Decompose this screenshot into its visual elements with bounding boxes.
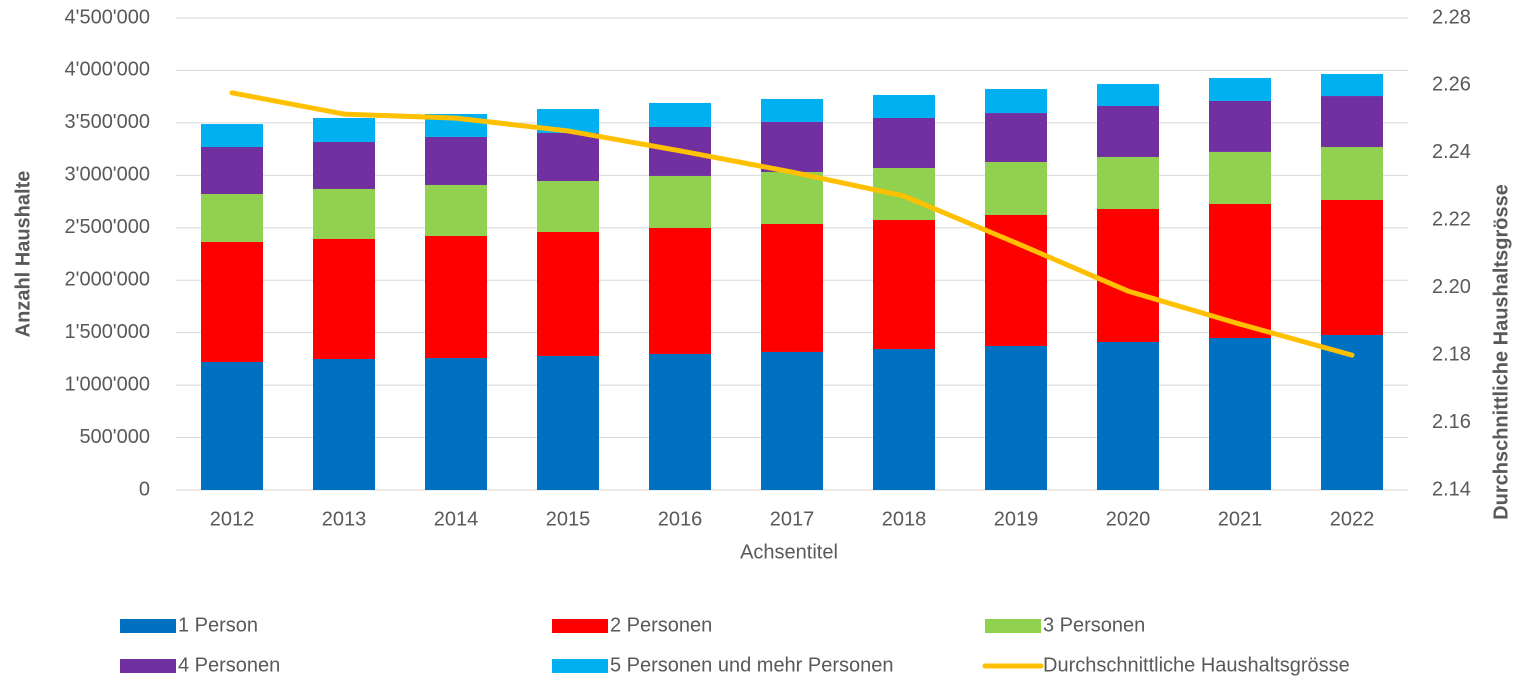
x-tick-label: 2013 — [322, 508, 367, 530]
legend-label: 4 Personen — [178, 654, 280, 676]
y2-tick-label: 2.24 — [1432, 141, 1471, 163]
bar-segment — [985, 113, 1047, 163]
y-tick-label: 2'000'000 — [65, 269, 151, 291]
bar-segment — [761, 98, 823, 122]
bar-segment — [201, 194, 263, 242]
bar-segment — [313, 117, 375, 142]
bar-segment — [201, 362, 263, 490]
bar-segment — [761, 171, 823, 225]
y-tick-label: 1'500'000 — [65, 321, 151, 343]
x-tick-label: 2020 — [1106, 508, 1151, 530]
y-tick-label: 4'000'000 — [65, 59, 151, 81]
bar-segment — [761, 121, 823, 172]
y-tick-label: 1'000'000 — [65, 373, 151, 395]
bar-segment — [1097, 342, 1159, 490]
x-tick-label: 2016 — [658, 508, 703, 530]
y2-tick-label: 2.20 — [1432, 276, 1471, 298]
bar-segment — [761, 224, 823, 352]
y-tick-label: 3'500'000 — [65, 111, 151, 133]
y-tick-label: 3'000'000 — [65, 164, 151, 186]
bar-segment — [313, 141, 375, 189]
legend-swatch — [120, 619, 176, 633]
y-tick-label: 500'000 — [79, 426, 150, 448]
x-tick-label: 2019 — [994, 508, 1039, 530]
bar-segment — [1097, 156, 1159, 210]
bar-segment — [201, 147, 263, 195]
bar-segment — [649, 353, 711, 490]
bar-segment — [1097, 209, 1159, 343]
bar-segment — [425, 184, 487, 236]
bar-segment — [761, 351, 823, 490]
bar-segment — [985, 345, 1047, 490]
y2-tick-label: 2.18 — [1432, 343, 1471, 365]
legend-label: Durchschnittliche Haushaltsgrösse — [1043, 654, 1350, 676]
legend-label: 2 Personen — [610, 614, 712, 636]
bar-segment — [873, 117, 935, 168]
bar-segment — [985, 89, 1047, 114]
bar-segment — [1097, 83, 1159, 107]
bar-segment — [201, 241, 263, 363]
x-axis-title: Achsentitel — [740, 541, 838, 563]
y2-tick-label: 2.22 — [1432, 209, 1471, 231]
bar-segment — [985, 162, 1047, 215]
y2-tick-label: 2.28 — [1432, 6, 1471, 28]
bar-segment — [873, 94, 935, 118]
y-tick-label: 2'500'000 — [65, 216, 151, 238]
y2-tick-label: 2.16 — [1432, 411, 1471, 433]
bar-segment — [649, 175, 711, 228]
bar-segment — [537, 180, 599, 232]
bar-segment — [313, 239, 375, 359]
x-tick-label: 2017 — [770, 508, 815, 530]
x-tick-label: 2014 — [434, 508, 479, 530]
legend-label: 1 Person — [178, 614, 258, 636]
bar-segment — [537, 231, 599, 356]
bar-segment — [1321, 147, 1383, 200]
bar-segment — [313, 358, 375, 490]
bar-segment — [1209, 100, 1271, 152]
bar-segment — [313, 188, 375, 240]
x-tick-label: 2015 — [546, 508, 591, 530]
bar-segment — [649, 102, 711, 127]
legend-swatch — [985, 619, 1041, 633]
y-axis-title: Anzahl Haushalte — [12, 171, 34, 338]
bar-segment — [1321, 334, 1383, 490]
x-tick-label: 2021 — [1218, 508, 1263, 530]
bar-segment — [537, 132, 599, 181]
line-series — [229, 90, 1355, 358]
y-tick-label: 4'500'000 — [65, 6, 151, 28]
legend-label: 5 Personen und mehr Personen — [610, 654, 894, 676]
bar-segment — [1321, 199, 1383, 335]
bar-segment — [873, 349, 935, 490]
bar-segment — [1321, 96, 1383, 148]
bar-segment — [1097, 106, 1159, 157]
x-tick-label: 2018 — [882, 508, 927, 530]
x-tick-label: 2022 — [1330, 508, 1375, 530]
bar-segment — [1209, 77, 1271, 101]
legend-swatch — [552, 619, 608, 633]
y2-tick-label: 2.26 — [1432, 74, 1471, 96]
bar-segment — [201, 124, 263, 148]
bar-segment — [537, 355, 599, 490]
legend-label: 3 Personen — [1043, 614, 1145, 636]
legend-swatch — [552, 659, 608, 673]
bar-segment — [649, 227, 711, 354]
bar-segment — [425, 358, 487, 490]
bar-segment — [425, 235, 487, 359]
y2-tick-label: 2.14 — [1432, 478, 1471, 500]
bar-segment — [425, 136, 487, 185]
y2-axis-title: Durchschnittliche Haushaltsgrösse — [1490, 184, 1512, 520]
bar-segment — [1321, 74, 1383, 97]
legend-swatch — [120, 659, 176, 673]
bar-segment — [873, 220, 935, 350]
bar-segment — [1209, 151, 1271, 204]
x-tick-label: 2012 — [210, 508, 255, 530]
bar-segment — [1209, 338, 1271, 490]
y-tick-label: 0 — [139, 478, 150, 500]
